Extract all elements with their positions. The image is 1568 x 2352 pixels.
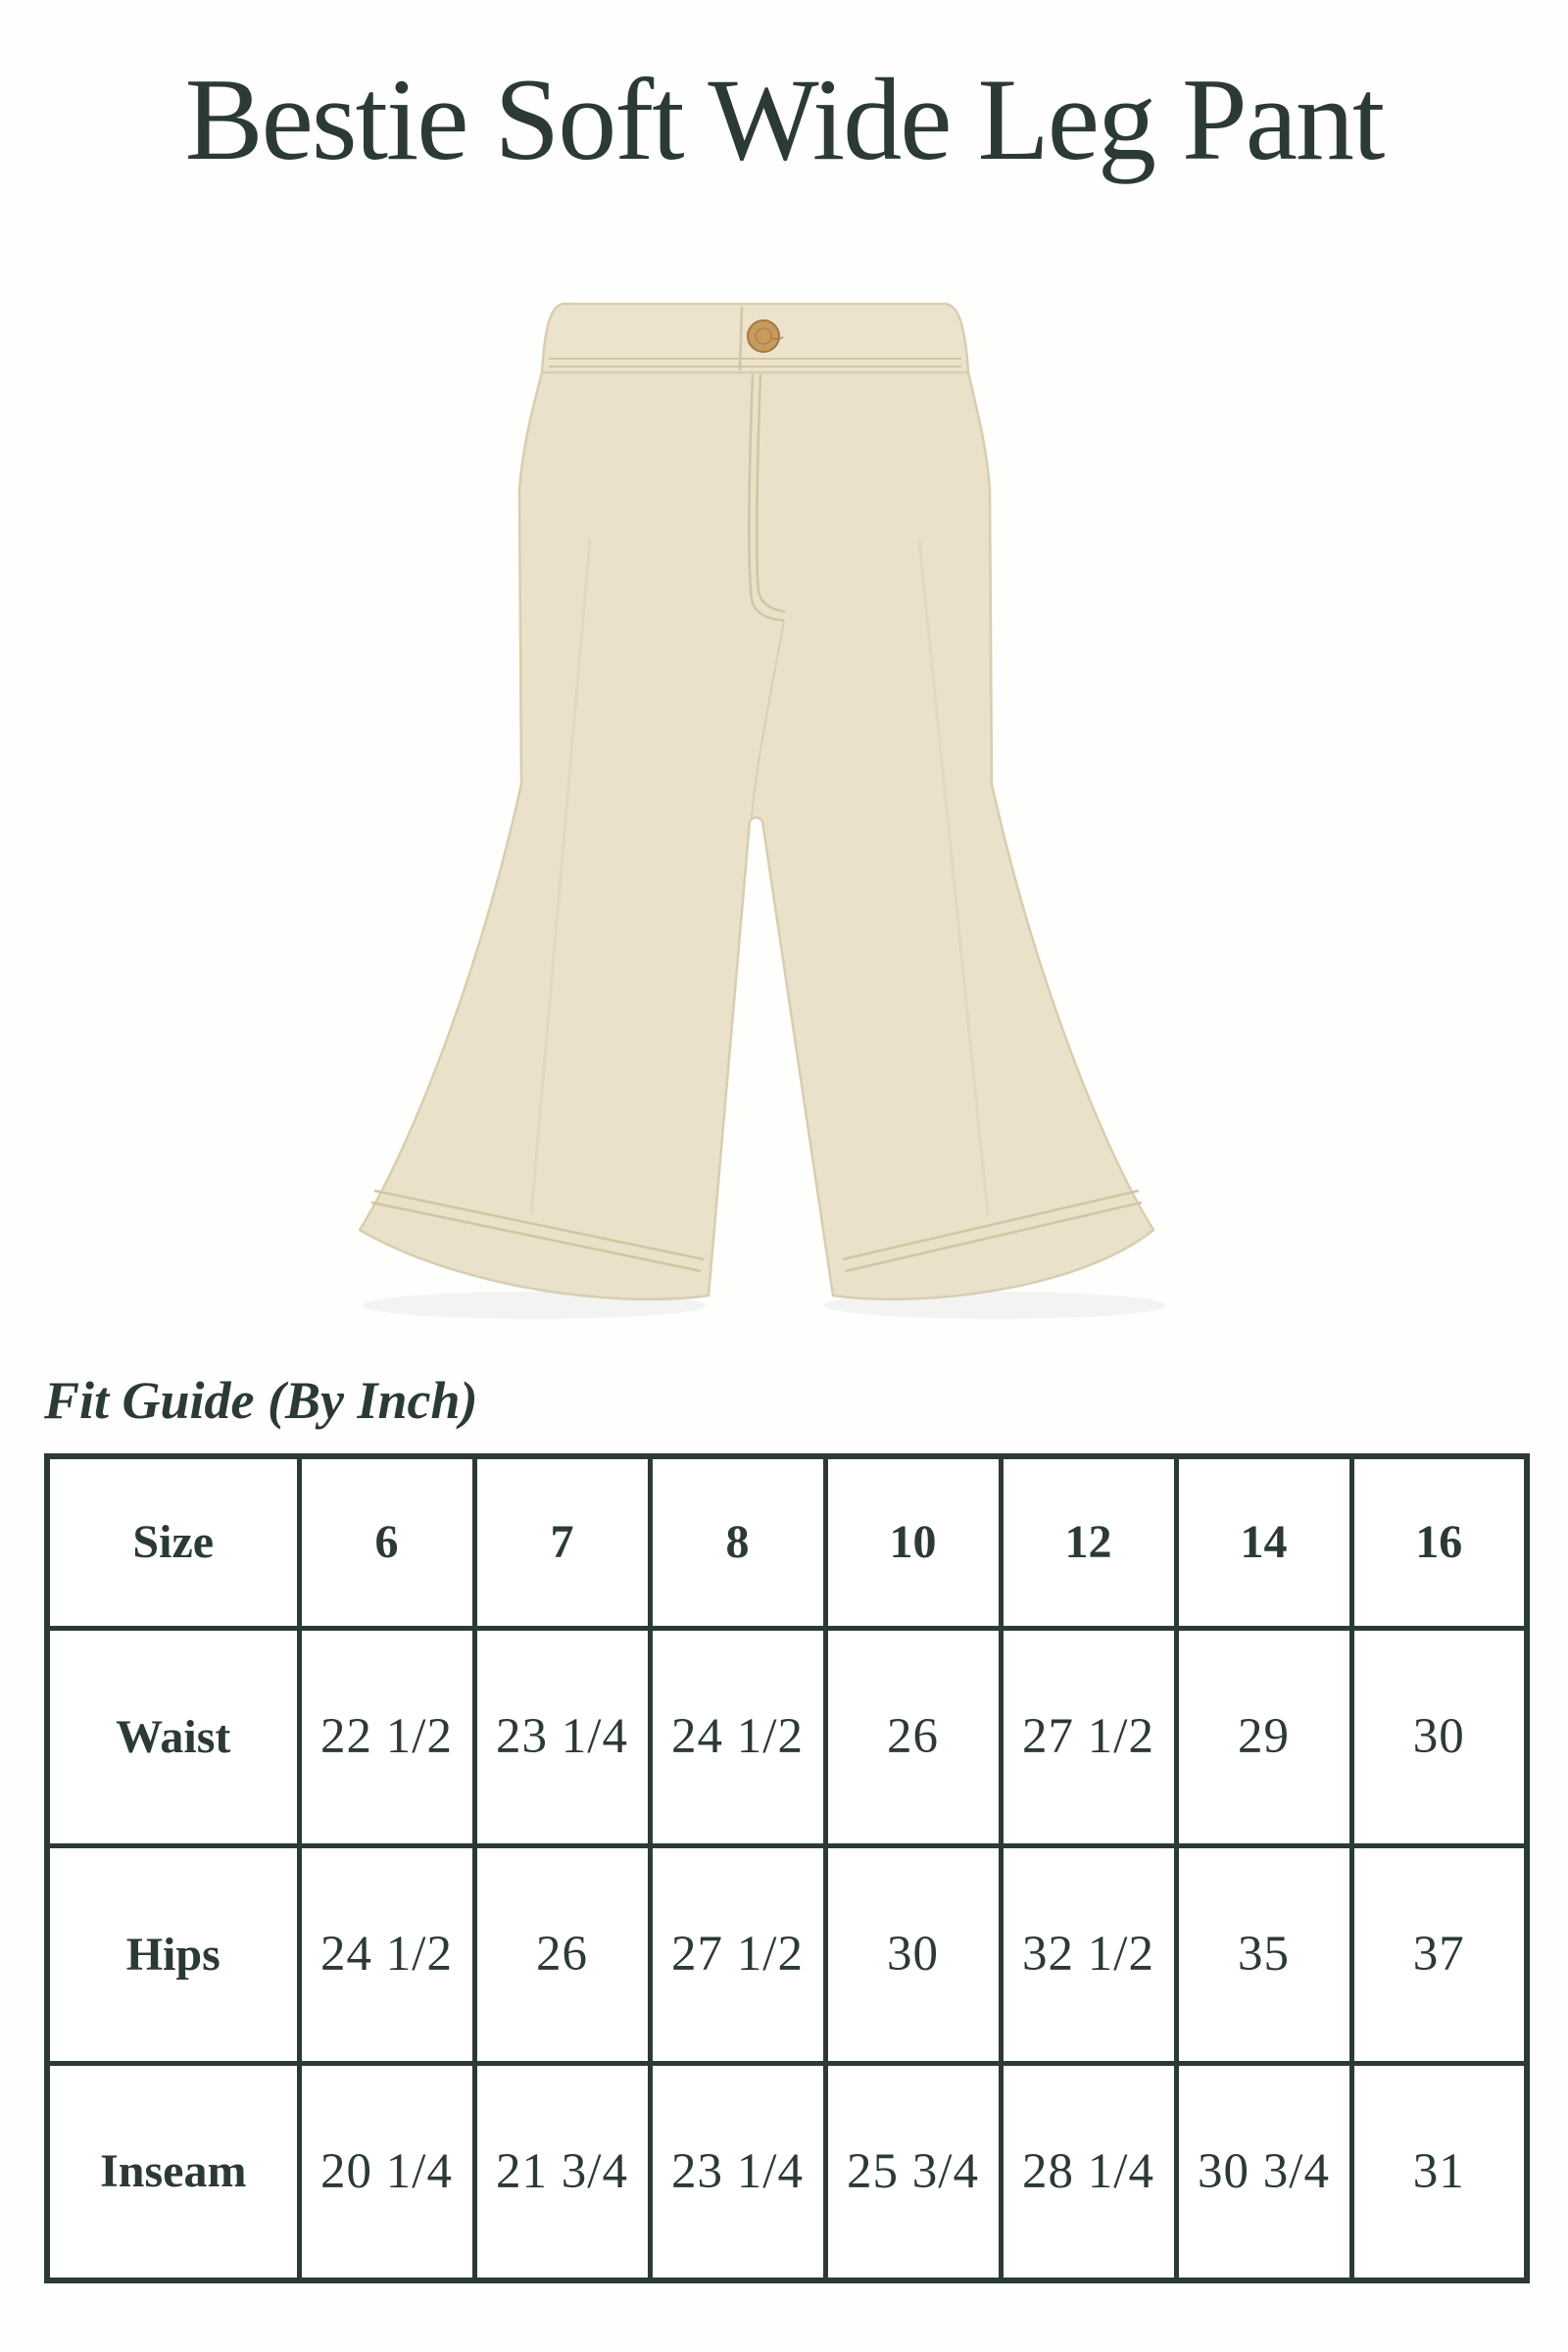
table-cell: 20 1/4	[296, 2060, 477, 2283]
pants-placket-seam	[738, 306, 744, 371]
table-cell: 32 1/2	[998, 1842, 1179, 2066]
header-cell-14: 14	[1173, 1453, 1354, 1631]
row-label-inseam: Inseam	[44, 2060, 302, 2283]
table-cell: 37	[1348, 1842, 1530, 2066]
table-cell: 29	[1173, 1625, 1354, 1848]
table-cell: 28 1/4	[998, 2060, 1179, 2283]
header-cell-size: Size	[44, 1453, 302, 1631]
table-row-waist: Waist 22 1/2 23 1/4 24 1/2 26 27 1/2 29 …	[44, 1625, 1530, 1848]
pants-button	[747, 319, 784, 353]
table-cell: 27 1/2	[998, 1625, 1179, 1848]
header-cell-16: 16	[1348, 1453, 1530, 1631]
pants-fly-stitch	[748, 373, 786, 622]
pants-crotch-seam	[751, 619, 785, 818]
table-cell: 27 1/2	[647, 1842, 828, 2066]
table-cell: 23 1/4	[471, 1625, 653, 1848]
row-label-waist: Waist	[44, 1625, 302, 1848]
table-row-hips: Hips 24 1/2 26 27 1/2 30 32 1/2 35 37	[44, 1842, 1530, 2066]
table-cell: 35	[1173, 1842, 1354, 2066]
pants-hem-stitch-left	[370, 1189, 705, 1273]
table-cell: 21 3/4	[471, 2060, 653, 2283]
product-image-pants	[235, 284, 1352, 1323]
pants-hem-stitch-right	[842, 1189, 1143, 1273]
table-cell: 24 1/2	[296, 1842, 477, 2066]
header-cell-6: 6	[296, 1453, 477, 1631]
table-cell: 31	[1348, 2060, 1530, 2283]
pants-body	[358, 370, 1155, 1301]
header-cell-8: 8	[647, 1453, 828, 1631]
table-cell: 23 1/4	[647, 2060, 828, 2283]
header-cell-7: 7	[471, 1453, 653, 1631]
fit-guide-heading: Fit Guide (By Inch)	[44, 1371, 478, 1430]
table-cell: 26	[822, 1625, 1004, 1848]
pants-crease-left	[529, 538, 592, 1216]
page-title: Bestie Soft Wide Leg Pant	[184, 54, 1386, 184]
table-row-inseam: Inseam 20 1/4 21 3/4 23 1/4 25 3/4 28 1/…	[44, 2060, 1530, 2283]
table-cell: 22 1/2	[296, 1625, 477, 1848]
table-cell: 25 3/4	[822, 2060, 1004, 2283]
table-cell: 30 3/4	[1173, 2060, 1354, 2283]
table-cell: 30	[1348, 1625, 1530, 1848]
header-cell-12: 12	[998, 1453, 1179, 1631]
pants-crease-right	[917, 538, 990, 1216]
pants-illustration	[358, 302, 1166, 1319]
size-table-header-row: Size 6 7 8 10 12 14 16	[44, 1453, 1530, 1631]
row-label-hips: Hips	[44, 1842, 302, 2066]
table-cell: 24 1/2	[647, 1625, 828, 1848]
header-cell-10: 10	[822, 1453, 1004, 1631]
size-table: Size 6 7 8 10 12 14 16 Waist 22 1/2 23 1…	[44, 1453, 1530, 2283]
pants-waistband-stitch	[549, 358, 961, 368]
table-cell: 30	[822, 1842, 1004, 2066]
table-cell: 26	[471, 1842, 653, 2066]
